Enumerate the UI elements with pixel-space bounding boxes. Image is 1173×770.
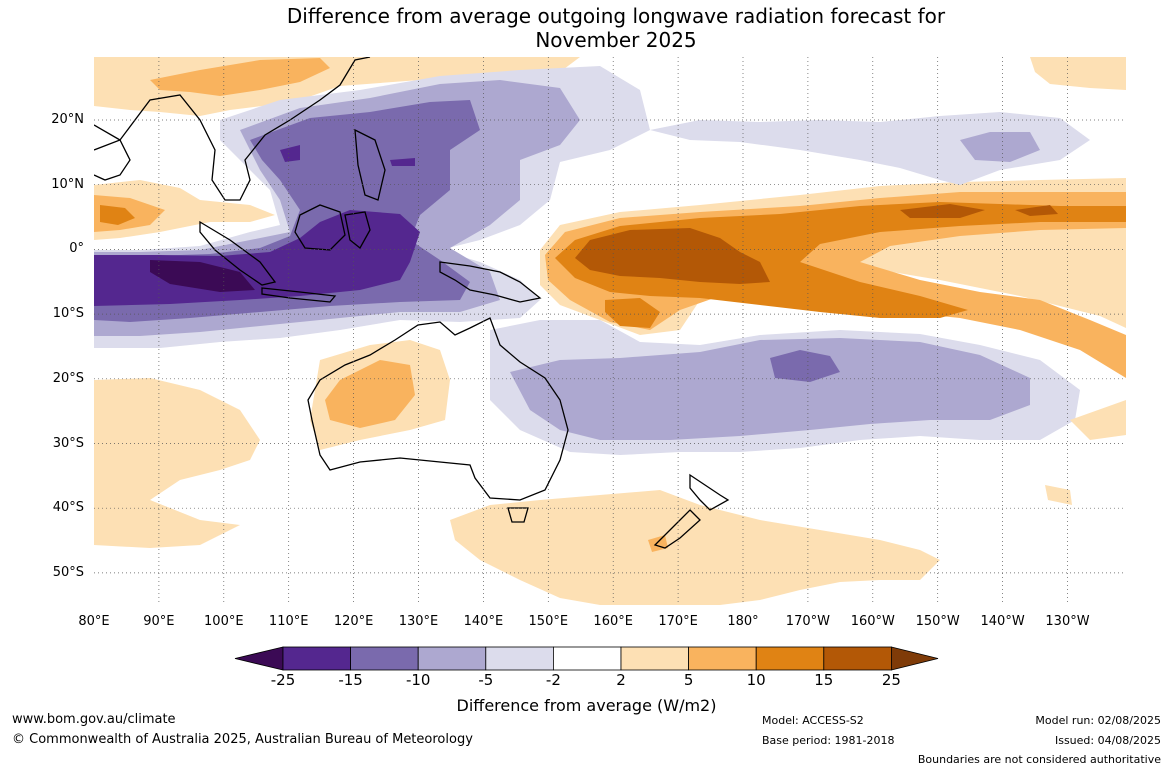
longitude-label: 140°E [463,614,504,629]
negative-15-north2 [390,158,415,166]
longitude-label: 100°E [204,614,244,629]
longitude-label: 130°E [398,614,439,629]
latitude-label: 50°S [52,564,84,580]
philippines-coast [354,128,386,201]
longitude-label: 140°W [980,614,1025,629]
nz-north-coast [689,473,730,511]
negative-15-north [280,145,300,162]
footer-base-period: Base period: 1981-2018 [762,734,895,747]
colorbar-swatch [350,646,419,671]
colorbar-swatch [553,646,622,671]
colorbar-tick-label: -25 [270,671,296,689]
sumatra-coast [199,220,277,286]
longitude-label: 150°W [915,614,960,629]
latitude-label: 40°S [52,500,84,516]
southern-orange-west [94,378,260,548]
cpac-neg-pale [650,112,1090,185]
latitude-label: 20°S [52,370,84,386]
sulawesi-coast [344,211,371,249]
negative-25 [150,260,255,292]
new-guinea-coast [439,261,542,303]
colorbar-tick-label: -15 [338,671,363,689]
longitude-label: 180° [727,614,759,629]
west-indian-orange-core2 [100,205,135,225]
latitude-label: 0° [69,241,84,257]
latitude-label: 20°N [51,112,84,127]
colorbar-tick-label: -10 [405,671,431,689]
spac-neg-10 [770,350,840,382]
colorbar-extend-low [234,646,284,671]
footer-model: Model: ACCESS-S2 [762,714,864,727]
colorbar-swatch [755,646,825,671]
map-title: Difference from average outgoing longwav… [0,4,1173,52]
longitude-label: 110°E [268,614,309,629]
longitude-label: 160°W [850,614,895,629]
colorbar-tick-label: 15 [814,671,834,689]
colorbar [234,646,939,671]
title-line-1: Difference from average outgoing longwav… [286,4,946,28]
colorbar-tick-label: -2 [545,671,561,689]
southern-orange-east [450,490,940,605]
colorbar-title: Difference from average (W/m2) [456,696,717,715]
nz-south-coast [653,509,701,549]
colorbar-swatch [688,646,757,671]
colorbar-tick-label: 10 [746,671,766,689]
longitude-label: 170°W [785,614,830,629]
footer-copyright: © Commonwealth of Australia 2025, Austra… [12,732,473,747]
india-coast [94,124,131,181]
colorbar-swatch [417,646,487,671]
colorbar-swatch [485,646,554,671]
pacific-band-15b [900,204,985,218]
java-coast [261,287,337,303]
footer-issued: Issued: 04/08/2025 [1054,734,1161,747]
longitude-label: 150°E [528,614,569,629]
ne-pacific-orange [1030,57,1126,90]
pacific-band-10b [605,298,660,328]
latitude-label: 30°S [52,435,84,451]
longitude-label: 160°E [593,614,633,629]
tasmania-coast [507,507,529,523]
footer-url[interactable]: www.bom.gov.au/climate [12,712,176,727]
colorbar-swatch [620,646,689,671]
gridlines [94,57,1126,605]
longitude-label: 120°E [333,614,374,629]
cpac-neg-5 [960,132,1040,162]
colorbar-swatch [823,646,892,671]
east-orange-small [1045,485,1072,505]
asia-coast [94,57,371,201]
borneo-coast [294,204,346,251]
colorbar-extend-high [891,646,939,671]
anomaly-field [94,57,1126,605]
coastlines [94,57,730,549]
latitude-label: 10°S [52,306,84,322]
colorbar-tick-label: 25 [881,671,901,689]
pacific-band-15 [575,228,770,284]
colorbar-tick-label: 5 [683,671,694,689]
footer-model-run: Model run: 02/08/2025 [1035,714,1161,727]
latitude-label: 10°N [51,176,84,192]
pacific-band-15c [1015,205,1058,216]
footer-disclaimer: Boundaries are not considered authoritat… [917,753,1161,766]
colorbar-tick-label: -5 [478,671,494,689]
longitude-label: 90°E [143,614,175,629]
colorbar-swatch [282,646,351,671]
title-line-2: November 2025 [535,28,697,52]
east-orange-edge [1070,400,1126,440]
longitude-label: 80°E [78,614,110,629]
australia-orange-5 [325,360,415,428]
australia-coast [307,317,569,501]
longitude-label: 170°E [658,614,698,629]
asia-orange-core [150,58,330,96]
longitude-label: 130°W [1045,614,1090,629]
colorbar-tick-label: 2 [616,671,626,689]
spac-neg-5 [510,338,1030,440]
